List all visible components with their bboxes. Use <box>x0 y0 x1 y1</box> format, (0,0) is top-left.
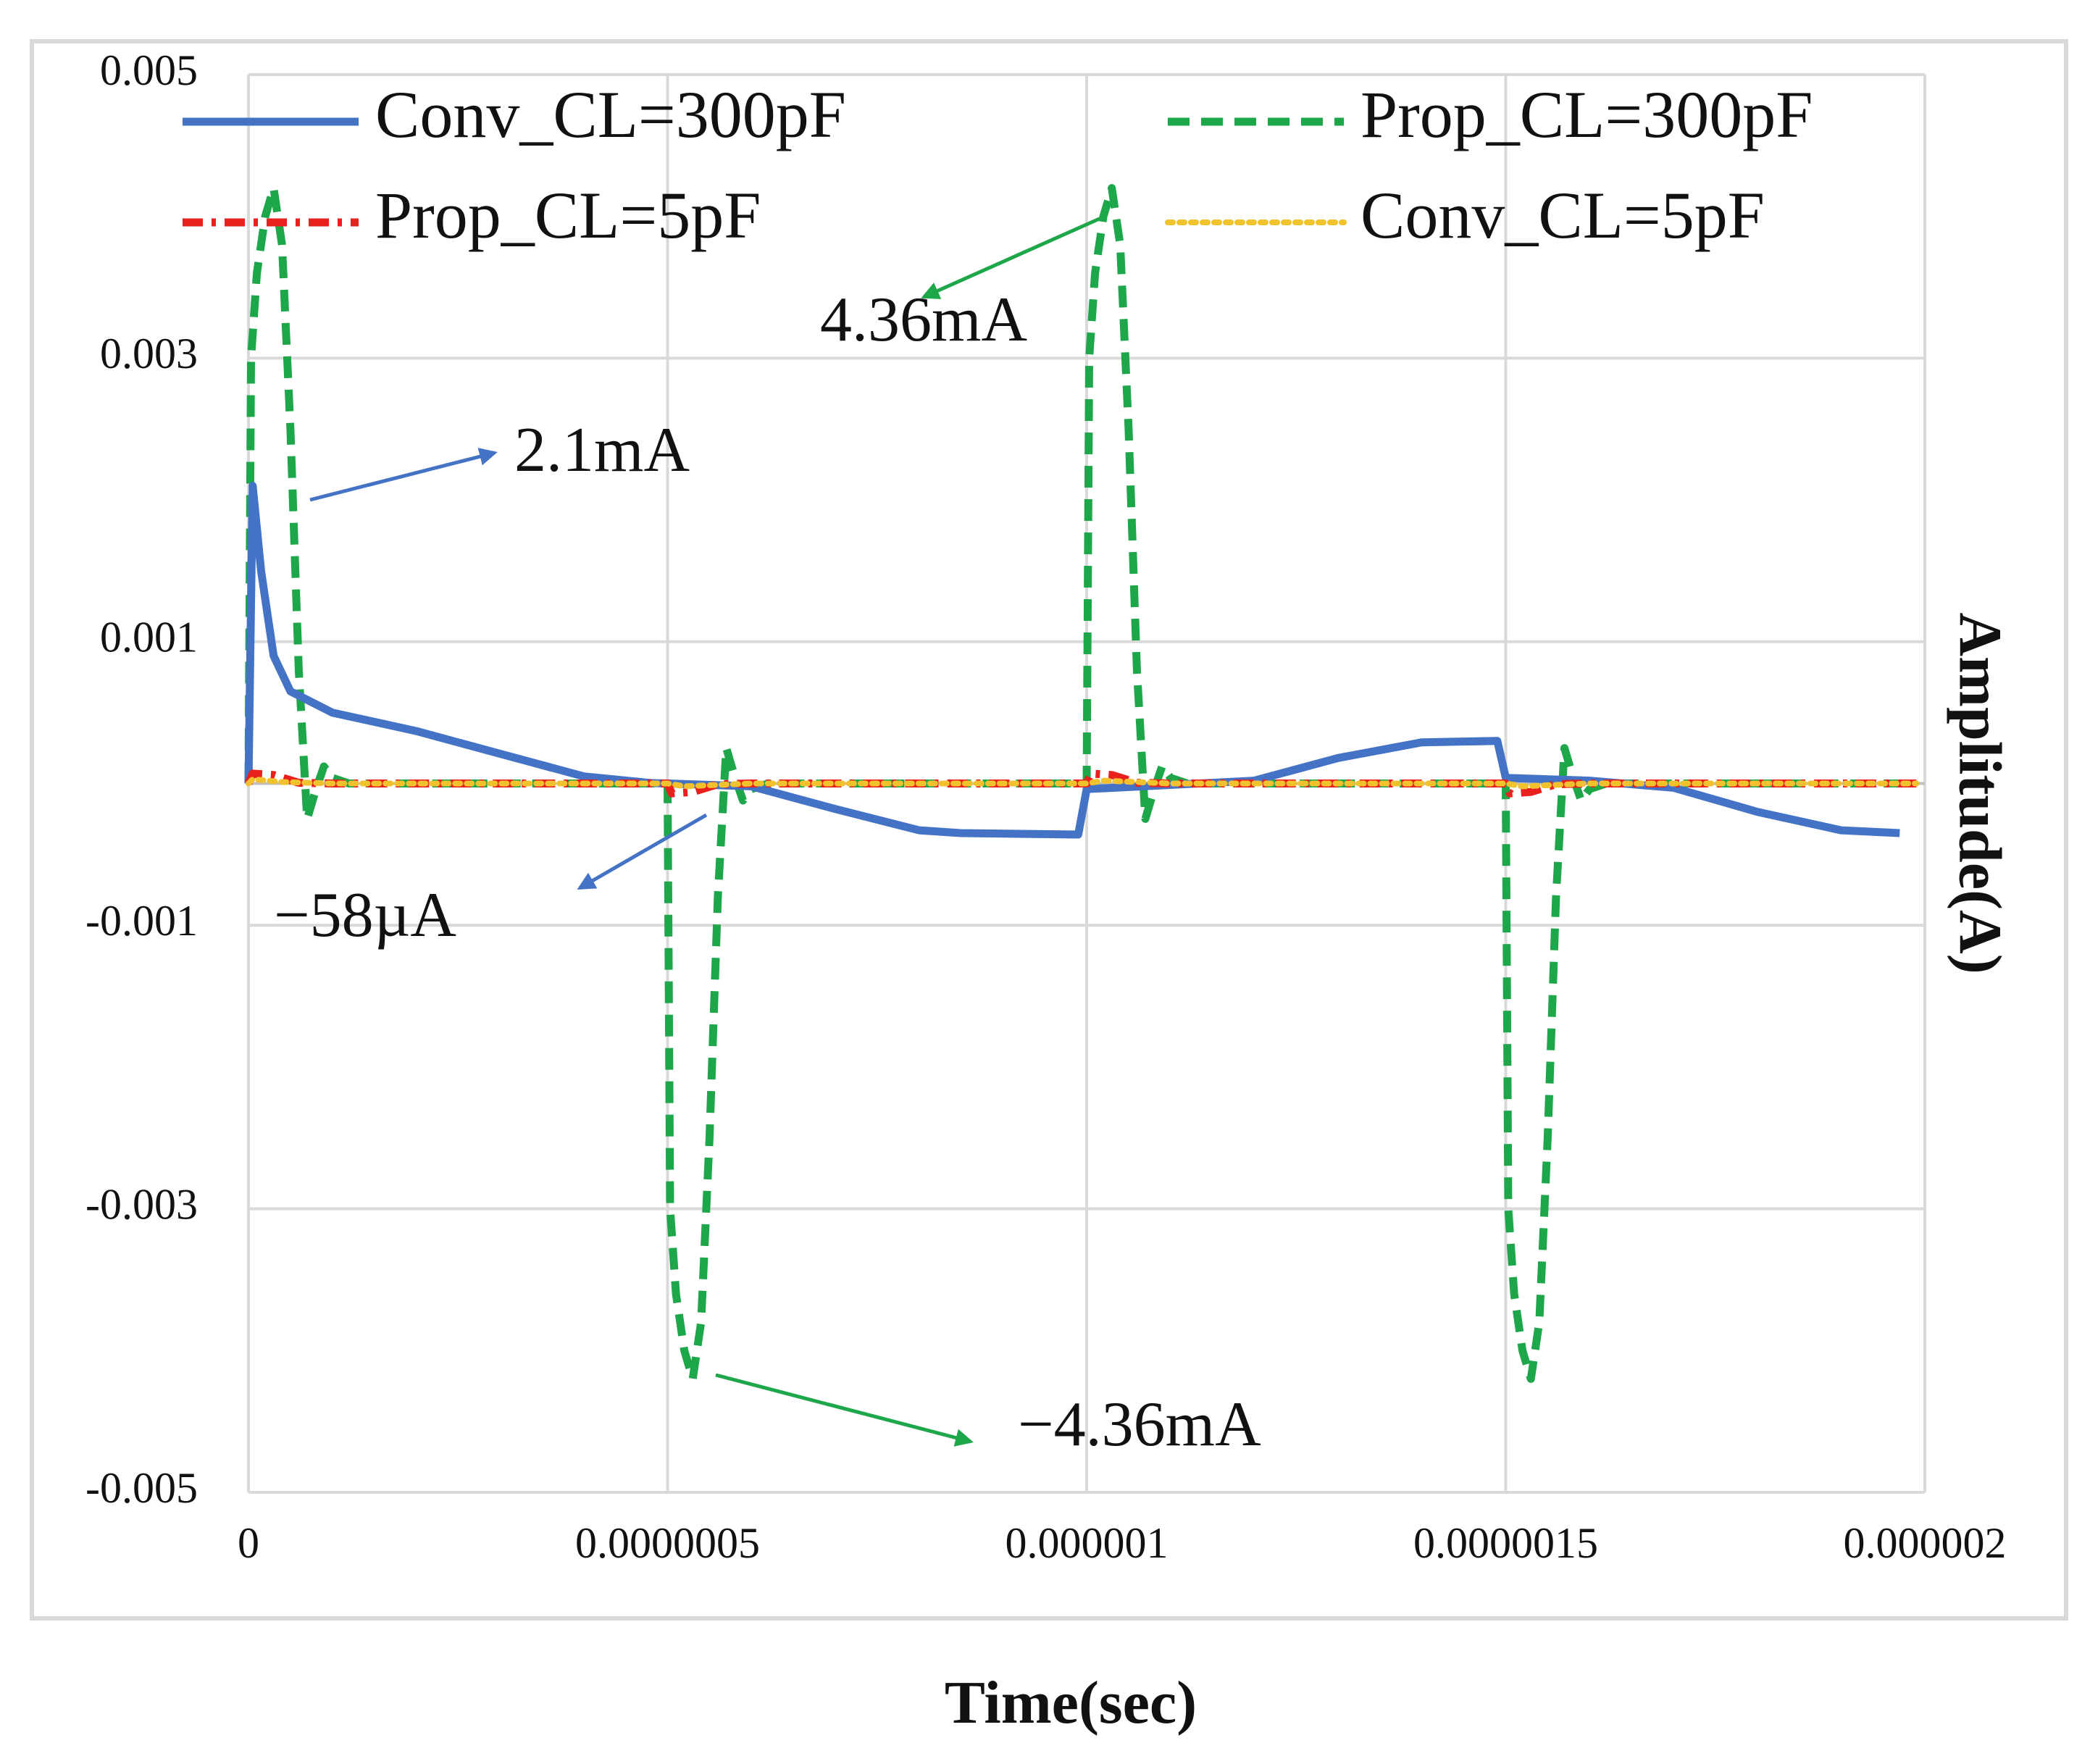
annotation-arrow <box>577 813 708 890</box>
annotation-arrow <box>715 1373 974 1447</box>
annotation-label: 2.1mA <box>514 415 690 485</box>
annotation-arrow <box>921 215 1104 299</box>
annotations: 4.36mA 2.1mA −58µA −4.36mA <box>274 215 1261 1460</box>
x-tick-label: 0 <box>238 1519 259 1567</box>
y-tick-label: -0.005 <box>85 1464 198 1512</box>
x-tick-label: 0.0000015 <box>1413 1519 1598 1567</box>
x-tick-label: 0.0000005 <box>575 1519 760 1567</box>
legend-label: Conv_CL=300pF <box>375 78 846 151</box>
x-axis-title: Time(sec) <box>945 1669 1197 1736</box>
series-group <box>244 184 1920 1383</box>
annotation-label: −58µA <box>274 880 456 950</box>
legend-label: Prop_CL=300pF <box>1360 78 1813 151</box>
legend-label: Conv_CL=5pF <box>1360 178 1765 252</box>
y-axis-title: Amplitude(A) <box>1947 612 2014 974</box>
chart-frame <box>30 39 2068 1621</box>
annotation-label: 4.36mA <box>820 285 1027 355</box>
y-tick-label: -0.001 <box>85 897 198 945</box>
x-tick-label: 0.000002 <box>1844 1519 2007 1567</box>
y-tick-label: -0.003 <box>85 1180 198 1228</box>
series-line-conv-cl-5pf <box>246 776 1920 790</box>
x-axis-ticks: 0 0.0000005 0.000001 0.0000015 0.000002 <box>238 1519 2007 1567</box>
x-tick-label: 0.000001 <box>1006 1519 1169 1567</box>
annotation-label: −4.36mA <box>1018 1389 1261 1460</box>
legend-label: Prop_CL=5pF <box>375 178 761 252</box>
y-axis-ticks: 0.005 0.003 0.001 -0.001 -0.003 -0.005 <box>85 46 198 1512</box>
series-line-conv-cl-300pf <box>244 482 1900 839</box>
y-tick-label: 0.001 <box>100 614 198 661</box>
y-tick-label: 0.003 <box>100 330 198 377</box>
annotation-arrow <box>309 448 498 502</box>
legend: Conv_CL=300pF Prop_CL=300pF Prop_CL=5pF Con… <box>183 78 1813 252</box>
y-tick-label: 0.005 <box>100 46 198 94</box>
